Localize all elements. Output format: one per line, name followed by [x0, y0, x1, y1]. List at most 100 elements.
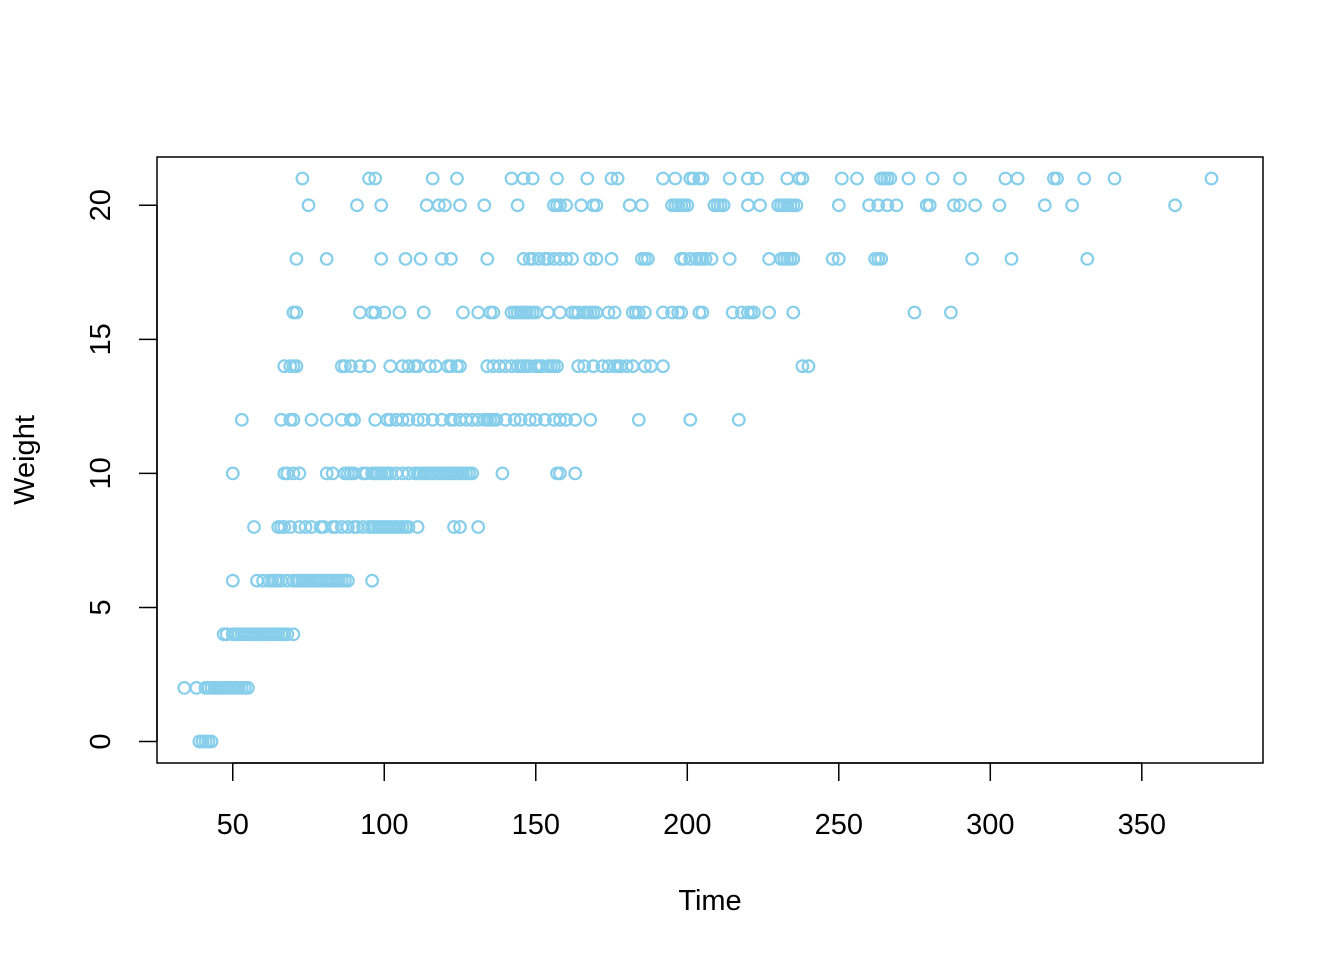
data-point [968, 198, 982, 213]
data-point [416, 412, 431, 427]
data-point [416, 305, 431, 320]
x-tick-label: 150 [512, 809, 560, 841]
data-point [204, 734, 219, 749]
x-tick-label: 300 [966, 809, 1014, 841]
x-tick-label: 250 [815, 809, 863, 841]
data-point [425, 412, 440, 427]
data-point [277, 520, 292, 534]
data-point [907, 305, 922, 320]
data-point [786, 305, 801, 320]
data-point [741, 198, 755, 213]
data-point [465, 466, 480, 481]
data-point [1168, 198, 1182, 213]
data-point [289, 251, 304, 266]
data-point [286, 412, 301, 427]
data-point [368, 412, 383, 427]
data-point [1050, 171, 1064, 186]
data-point [850, 171, 864, 186]
data-point [341, 573, 355, 588]
x-tick-label: 350 [1118, 809, 1166, 841]
data-point [580, 171, 595, 186]
data-point [825, 251, 840, 266]
data-point [741, 171, 755, 186]
data-point [631, 412, 646, 427]
x-axis-title: Time [678, 885, 741, 917]
data-point [541, 305, 555, 320]
data-point [477, 198, 492, 213]
data-point [510, 198, 525, 213]
data-point [577, 359, 592, 374]
data-point [486, 305, 501, 320]
data-point [665, 305, 679, 320]
data-point [368, 171, 383, 186]
data-point [522, 412, 537, 427]
data-point [550, 359, 564, 374]
data-point [922, 198, 937, 213]
data-point [471, 305, 486, 320]
data-point [750, 171, 764, 186]
y-tick-label: 10 [85, 457, 117, 489]
data-point [801, 359, 816, 374]
data-point [341, 520, 355, 534]
y-tick-label: 20 [85, 189, 117, 221]
data-point [789, 198, 804, 213]
data-point [225, 573, 240, 588]
data-point [589, 251, 604, 266]
data-point [641, 251, 655, 266]
data-point [395, 412, 410, 427]
data-point [786, 251, 801, 266]
data-point [1065, 198, 1079, 213]
y-tick-label: 0 [85, 733, 117, 749]
data-point [240, 681, 255, 695]
x-tick-label: 50 [217, 809, 249, 841]
data-point [553, 305, 567, 320]
y-tick-label: 15 [85, 323, 117, 355]
data-point [683, 412, 698, 427]
data-point [762, 251, 776, 266]
data-point [507, 412, 522, 427]
data-point [513, 412, 528, 427]
data-point [447, 520, 461, 534]
data-point [401, 412, 416, 427]
data-point [680, 198, 695, 213]
data-point [438, 198, 452, 213]
data-point [419, 198, 434, 213]
data-point [422, 359, 437, 374]
data-point [622, 198, 637, 213]
data-point [762, 305, 776, 320]
data-point [304, 412, 319, 427]
data-point [528, 412, 543, 427]
data-point [1080, 251, 1095, 266]
data-point [656, 171, 670, 186]
data-point [453, 520, 467, 534]
data-point [480, 251, 495, 266]
data-point [374, 198, 389, 213]
data-point [177, 681, 192, 695]
data-point [610, 171, 625, 186]
data-point [604, 171, 619, 186]
data-point [353, 359, 367, 374]
data-point [601, 305, 616, 320]
data-point [553, 466, 567, 481]
data-point [862, 198, 876, 213]
data-point [401, 520, 416, 534]
data-point [965, 251, 979, 266]
data-point [1037, 198, 1052, 213]
data-point [795, 171, 810, 186]
data-point [716, 198, 731, 213]
data-point [456, 305, 470, 320]
data-point [953, 171, 967, 186]
data-point [604, 251, 619, 266]
data-point [780, 171, 795, 186]
data-point [574, 198, 589, 213]
data-point [425, 171, 440, 186]
data-point [944, 305, 958, 320]
data-point [434, 251, 449, 266]
data-point [656, 359, 670, 374]
data-point [444, 359, 458, 374]
data-point [498, 412, 513, 427]
y-axis-title: Weight [9, 415, 41, 505]
data-point [583, 412, 598, 427]
data-point [634, 198, 649, 213]
data-point [280, 627, 295, 642]
